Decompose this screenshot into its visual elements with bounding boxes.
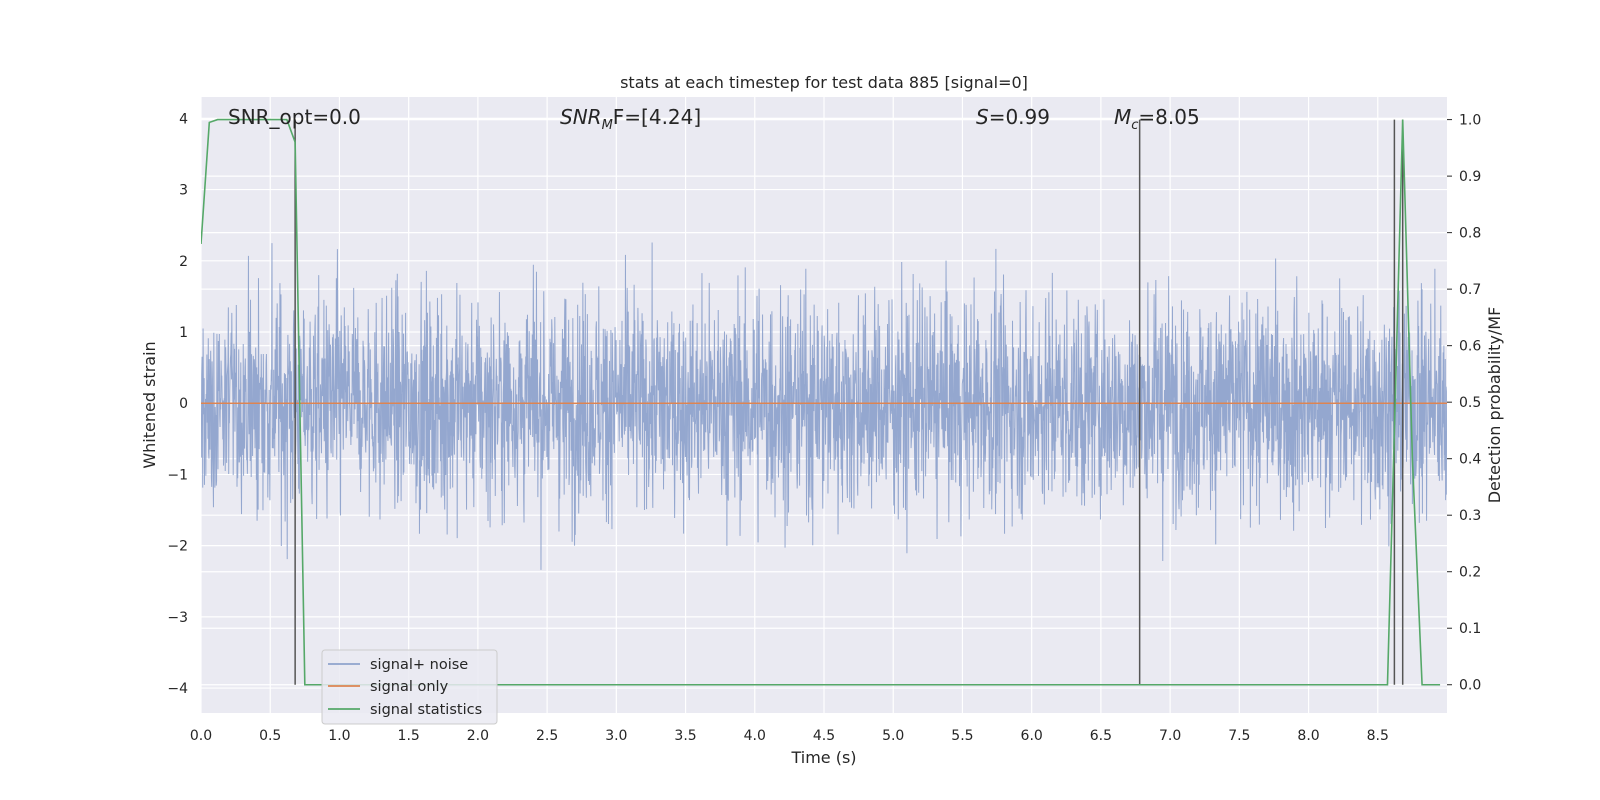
right-y-tick-label: 0.8: [1459, 226, 1481, 242]
series-signal-statistics: [201, 118, 1441, 686]
left-y-axis-label: Whitened strain: [140, 341, 159, 468]
x-tick-label: 1.5: [398, 728, 420, 744]
right-y-tick-label: 0.7: [1459, 282, 1481, 298]
right-y-tick-label: 0.9: [1459, 169, 1481, 185]
x-tick-label: 3.0: [605, 728, 627, 744]
left-y-tick-label: 1: [179, 325, 188, 341]
x-tick-label: 8.0: [1297, 728, 1319, 744]
left-y-tick-labels: 4 3 2 1 0 −1 −2 −3 −4: [167, 111, 188, 697]
right-y-tick-label: 0.6: [1459, 339, 1481, 355]
x-tick-label: 4.0: [744, 728, 766, 744]
left-y-tick-label: −3: [167, 610, 188, 626]
right-y-tick-label: 0.5: [1459, 395, 1481, 411]
x-tick-label: 0.0: [190, 728, 212, 744]
annotation-snr-opt: SNR_opt=0.0: [228, 105, 361, 129]
x-axis-label: Time (s): [790, 748, 856, 767]
x-tick-label: 1.0: [328, 728, 350, 744]
left-y-tick-label: −2: [167, 539, 188, 555]
x-tick-label: 7.5: [1228, 728, 1250, 744]
right-y-tick-label: 1.0: [1459, 113, 1481, 129]
legend-label-signal-statistics: signal statistics: [370, 702, 482, 718]
annotation-s: S=0.99: [976, 105, 1050, 129]
x-tick-label: 0.5: [259, 728, 281, 744]
series-signal-plus-noise: [201, 242, 1447, 570]
legend-box: [321, 649, 498, 725]
left-y-tick-label: 0: [179, 396, 188, 412]
legend: signal+ noise signal only signal statist…: [321, 649, 498, 725]
x-tick-label: 5.5: [951, 728, 973, 744]
left-y-tick-label: 3: [179, 183, 188, 199]
x-tick-label: 3.5: [674, 728, 696, 744]
x-tick-label: 6.5: [1090, 728, 1112, 744]
annotation-mc: Mc=8.05: [1114, 105, 1200, 133]
x-tick-label: 2.5: [536, 728, 558, 744]
annotation-snr-mf: SNRMF=[4.24]: [560, 105, 701, 133]
left-y-tick-label: −4: [167, 681, 188, 697]
x-tick-label: 7.0: [1159, 728, 1181, 744]
x-tick-label: 4.5: [813, 728, 835, 744]
left-y-tick-label: 2: [179, 254, 188, 270]
chart-title: stats at each timestep for test data 885…: [620, 73, 1028, 92]
left-y-tick-label: −1: [167, 467, 188, 483]
x-tick-labels: 0.0 0.5 1.0 1.5 2.0 2.5 3.0 3.5 4.0 4.5 5.0 5.5 6.0 6…: [190, 728, 1389, 744]
right-y-tick-label: 0.0: [1459, 678, 1481, 694]
right-y-tick-labels: 1.0 0.9 0.8 0.7 0.6 0.5 0.4 0.3 0.2 0.1 0.0: [1447, 113, 1481, 694]
x-tick-label: 5.0: [882, 728, 904, 744]
x-tick-label: 6.0: [1021, 728, 1043, 744]
right-y-tick-label: 0.2: [1459, 565, 1481, 581]
legend-label-signal-plus-noise: signal+ noise: [370, 657, 468, 673]
x-tick-label: 2.0: [467, 728, 489, 744]
x-tick-label: 8.5: [1367, 728, 1389, 744]
right-y-axis-label: Detection probability/MF: [1485, 307, 1504, 504]
legend-label-signal-only: signal only: [370, 679, 449, 695]
right-y-tick-label: 0.3: [1459, 508, 1481, 524]
right-y-tick-label: 0.4: [1459, 452, 1481, 468]
left-y-tick-label: 4: [179, 111, 188, 127]
right-y-tick-label: 0.1: [1459, 621, 1481, 637]
